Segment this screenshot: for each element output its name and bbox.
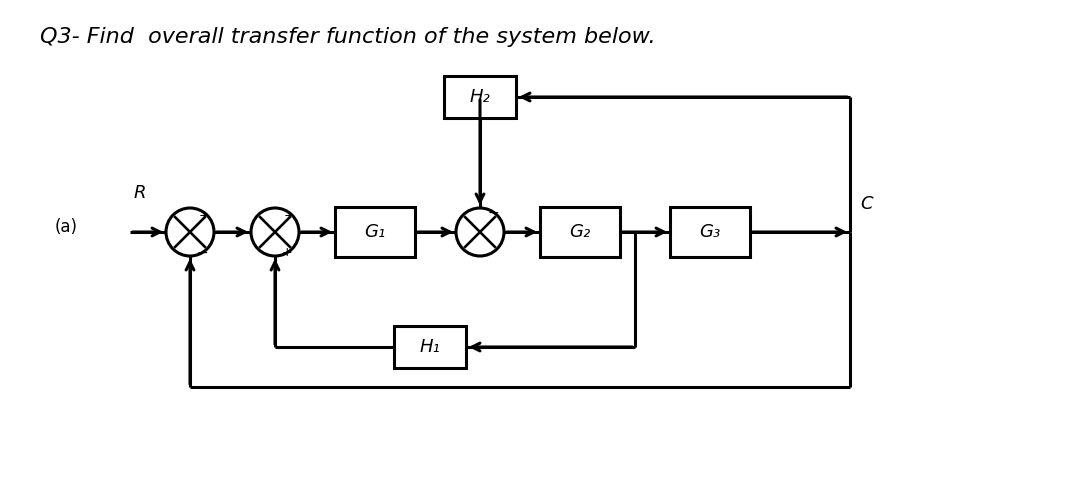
Text: +: + xyxy=(284,209,295,222)
Text: −: − xyxy=(197,246,207,259)
Text: −: − xyxy=(487,206,499,220)
Text: G₁: G₁ xyxy=(364,223,386,241)
Text: Q3- Find  overall transfer function of the system below.: Q3- Find overall transfer function of th… xyxy=(40,27,656,47)
Text: +: + xyxy=(282,246,293,259)
Text: G₂: G₂ xyxy=(569,223,591,241)
Bar xyxy=(670,207,750,257)
Text: H₁: H₁ xyxy=(420,338,441,356)
Bar xyxy=(444,76,516,118)
Bar xyxy=(394,326,465,368)
Circle shape xyxy=(251,208,299,256)
Circle shape xyxy=(166,208,214,256)
Text: R: R xyxy=(134,184,146,202)
Text: +: + xyxy=(199,209,210,222)
Bar xyxy=(335,207,415,257)
Text: H₂: H₂ xyxy=(470,88,490,106)
Bar xyxy=(540,207,620,257)
Text: G₃: G₃ xyxy=(700,223,720,241)
Text: C: C xyxy=(860,195,873,213)
Text: (a): (a) xyxy=(55,218,78,236)
Circle shape xyxy=(456,208,504,256)
